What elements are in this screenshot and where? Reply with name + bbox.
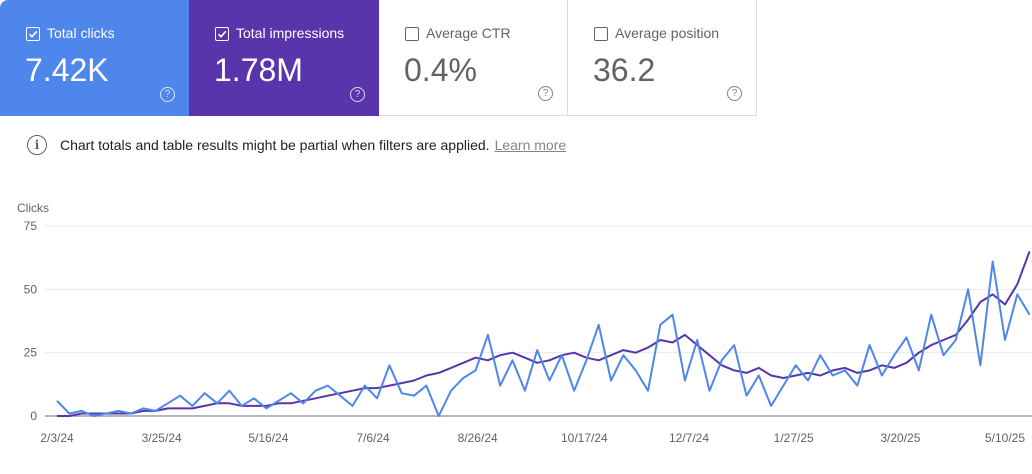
help-icon[interactable]: ?	[727, 86, 742, 101]
metric-label: Total clicks	[47, 25, 115, 41]
checkbox-unchecked-icon[interactable]	[594, 27, 608, 41]
x-tick-label: 5/10/25	[985, 431, 1025, 445]
metric-label: Average CTR	[426, 25, 511, 41]
y-tick-label: 0	[30, 409, 37, 423]
metric-card-average-ctr[interactable]: Average CTR 0.4% ?	[379, 0, 568, 116]
metric-value: 36.2	[593, 52, 656, 88]
x-tick-label: 12/7/24	[669, 431, 709, 445]
y-tick-label: 25	[24, 346, 38, 360]
help-icon[interactable]: ?	[350, 87, 365, 102]
checkbox-checked-icon[interactable]	[215, 27, 229, 41]
checkbox-unchecked-icon[interactable]	[405, 27, 419, 41]
learn-more-link[interactable]: Learn more	[494, 137, 567, 153]
x-tick-label: 10/17/24	[561, 431, 608, 445]
metric-value: 1.78M	[214, 52, 303, 88]
y-axis-label: Clicks	[17, 201, 49, 215]
partial-results-notice: i Chart totals and table results might b…	[27, 135, 566, 155]
checkbox-checked-icon[interactable]	[26, 27, 40, 41]
help-icon[interactable]: ?	[538, 86, 553, 101]
series-line-impressions	[57, 250, 1031, 417]
series-line-clicks	[56, 260, 1031, 417]
performance-chart: Clicks 0 25 50 75 2/3/24 3/25/24 5/16/24 7/6/24 8…	[17, 201, 1032, 445]
x-tick-label: 7/6/24	[356, 431, 390, 445]
x-tick-label: 5/16/24	[248, 431, 288, 445]
metric-label: Total impressions	[236, 25, 345, 41]
notice-text: Chart totals and table results might be …	[60, 137, 490, 153]
x-tick-label: 3/20/25	[880, 431, 920, 445]
metric-card-total-clicks[interactable]: Total clicks 7.42K ?	[0, 0, 189, 116]
y-tick-label: 75	[24, 219, 38, 233]
metric-card-average-position[interactable]: Average position 36.2 ?	[568, 0, 757, 116]
metric-value: 7.42K	[25, 52, 109, 88]
metric-card-total-impressions[interactable]: Total impressions 1.78M ?	[189, 0, 379, 116]
metric-value: 0.4%	[404, 52, 477, 88]
y-tick-label: 50	[24, 282, 38, 296]
x-tick-label: 8/26/24	[458, 431, 498, 445]
x-tick-label: 1/27/25	[774, 431, 814, 445]
x-tick-label: 3/25/24	[142, 431, 182, 445]
x-tick-label: 2/3/24	[40, 431, 74, 445]
metric-cards: Total clicks 7.42K ? Total impressions 1…	[0, 0, 757, 116]
help-icon[interactable]: ?	[160, 87, 175, 102]
info-icon: i	[27, 135, 47, 155]
metric-label: Average position	[615, 25, 720, 41]
